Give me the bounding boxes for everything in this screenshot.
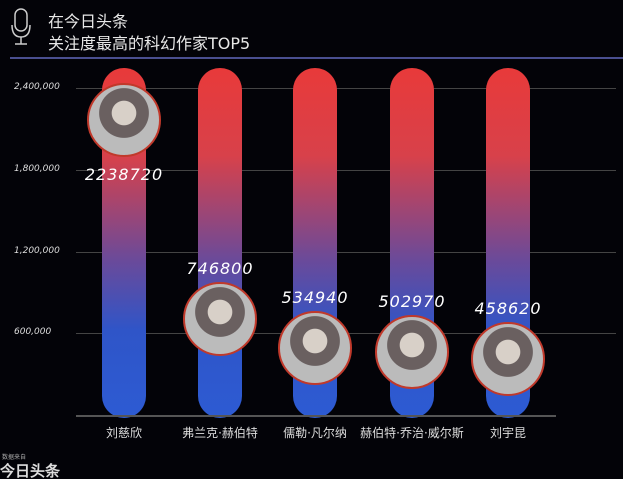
bar [198,68,242,418]
y-tick-label: 1,800,000 [14,163,60,174]
value-label: 502970 [378,292,446,312]
author-avatar [87,82,161,157]
category-label: 刘慈欣 [105,426,143,440]
author-avatar [471,321,545,396]
value-label: 746800 [186,259,254,279]
category-label: 儒勒·凡尔纳 [283,426,347,440]
header-line1: 在今日头条 [48,12,129,31]
y-tick-label: 1,200,000 [14,245,60,256]
gridline [76,251,616,253]
y-tick-label: 2,400,000 [14,82,60,92]
header-divider [10,57,623,59]
source-label: 数据来自 [2,454,27,461]
chart-title: 关注度最高的科幻作家TOP5 [48,34,251,53]
author-avatar [278,311,352,386]
microphone-icon [11,8,31,45]
value-label: 534940 [281,288,349,308]
author-avatar [183,282,257,357]
category-label: 弗兰克·赫伯特 [182,426,258,440]
source-logo: 今日头条 [0,462,61,479]
y-tick-label: 600,000 [14,327,52,338]
value-label: 458620 [474,298,542,318]
x-axis-baseline [76,415,556,417]
gridline [76,169,616,171]
category-label: 刘宇昆 [489,426,527,440]
author-avatar [375,315,449,390]
category-label: 赫伯特·乔治·威尔斯 [360,426,464,440]
gridline [76,88,616,89]
value-label: 2238720 [84,164,164,184]
